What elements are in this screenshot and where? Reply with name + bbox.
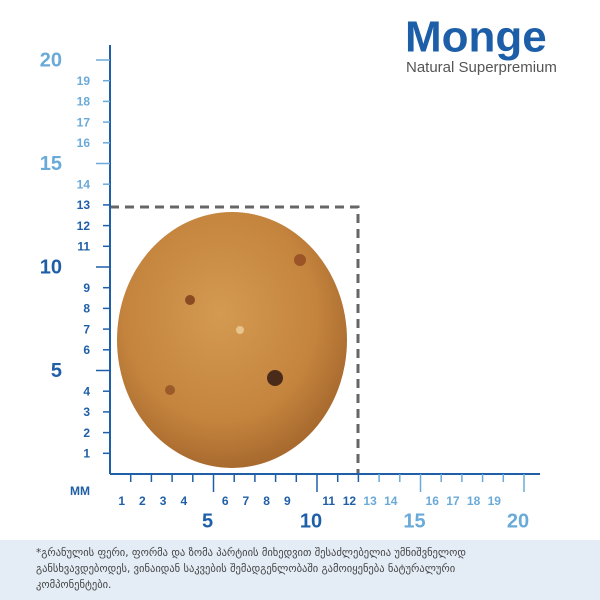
y-tick-label: 11 [77,239,90,253]
x-tick-label: 4 [180,494,187,508]
x-tick-label: 14 [384,494,398,508]
y-tick-label: 5 [51,360,62,382]
footnote-line: *გრანულის ფერი, ფორმა და ზომა პარტიის მი… [36,547,466,559]
brand-tagline: Natural Superpremium [406,59,557,76]
y-tick-label: 19 [77,74,91,88]
x-tick-label: 12 [343,494,357,508]
y-tick-label: 16 [77,136,91,150]
y-tick-label: 2 [83,426,90,440]
x-tick-label: 11 [322,494,335,508]
size-box [110,205,360,474]
y-tick-label: 15 [40,153,62,175]
y-tick-label: 7 [83,322,90,336]
y-tick-label: 4 [83,384,90,398]
x-tick-label: 8 [263,494,270,508]
x-tick-label: 5 [202,510,213,532]
y-tick-label: 1 [83,446,90,460]
y-tick-label: 6 [83,343,90,357]
y-tick-label: 13 [77,198,91,212]
footer-band [0,540,600,600]
x-tick-label: 10 [300,510,322,532]
y-tick-label: 20 [40,49,62,71]
footnote-line: კომპონენტები. [36,579,111,591]
y-tick-label: 14 [77,177,91,191]
y-tick-label: 17 [77,115,91,129]
x-tick-label: 1 [118,494,125,508]
y-tick-label: 18 [77,95,91,109]
x-tick-label: 15 [403,510,425,532]
x-tick-label: 20 [507,510,529,532]
x-tick-label: 18 [467,494,481,508]
x-tick-label: 19 [488,494,502,508]
y-tick-label: 3 [83,405,90,419]
x-tick-label: 13 [363,494,377,508]
x-tick-label: 3 [160,494,167,508]
footnote-line: განსხვავდებოდეს, ვინაიდან საკვების შემად… [36,563,455,575]
x-tick-label: 16 [426,494,440,508]
y-tick-label: 9 [83,281,90,295]
y-tick-label: 10 [40,256,62,278]
y-tick-label: 12 [77,219,91,233]
brand-name: Monge [405,13,547,62]
kibble [117,212,347,468]
x-tick-label: 7 [243,494,250,508]
x-tick-label: 6 [222,494,229,508]
unit-label: MM [70,484,90,498]
x-tick-label: 2 [139,494,146,508]
x-tick-label: 9 [284,494,291,508]
y-tick-label: 8 [83,302,90,316]
x-tick-label: 17 [446,494,460,508]
